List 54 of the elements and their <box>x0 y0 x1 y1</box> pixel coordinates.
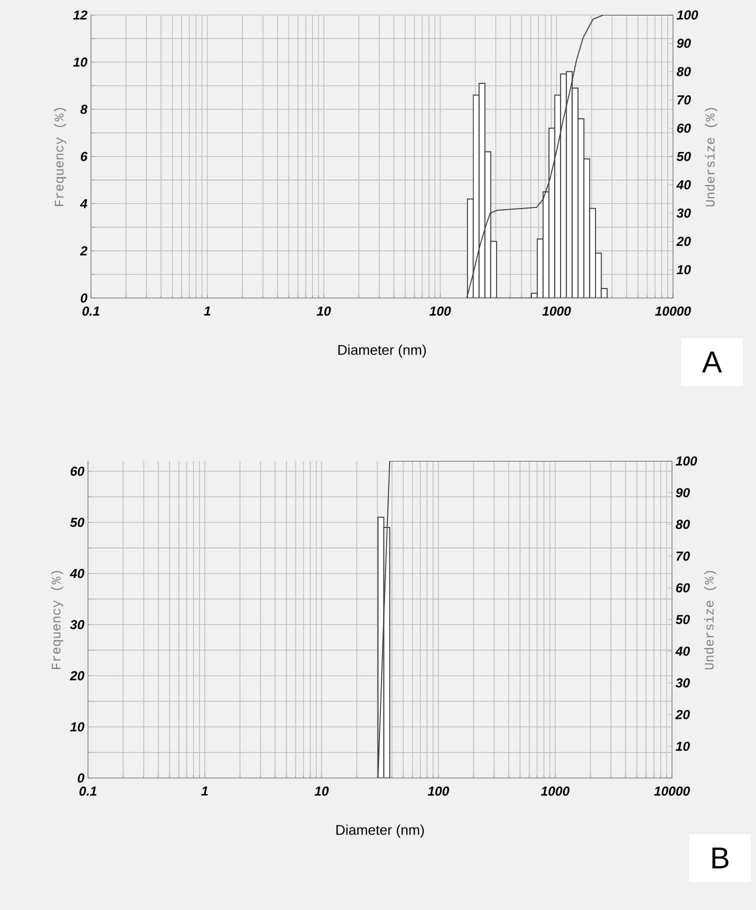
y2-tick-label: 30 <box>676 678 690 688</box>
y2-tick-label: 50 <box>676 152 691 162</box>
x-tick-label: 1 <box>204 306 210 316</box>
text: A <box>702 352 722 372</box>
y-tick-label: 12 <box>73 10 88 20</box>
x-tick-label: 0.1 <box>82 306 100 316</box>
y2-tick-label: 100 <box>676 456 698 466</box>
x-tick-label: 10 <box>314 786 329 796</box>
y-axis-title: Frequency (%) <box>54 108 66 206</box>
y2-axis-title: Undersize (%) <box>705 108 718 206</box>
x-tick-label: 1000 <box>540 786 570 796</box>
y2-tick-label: 60 <box>676 583 690 592</box>
y2-tick-label: 70 <box>676 551 690 561</box>
x-tick-label: 1000 <box>542 306 571 316</box>
y2-tick-label: 10 <box>676 265 691 274</box>
y2-tick-label: 40 <box>676 180 691 190</box>
y-tick-label: 40 <box>70 568 84 578</box>
x-tick-label: 10 <box>316 306 331 316</box>
y2-axis-title: Undersize (%) <box>704 570 716 670</box>
y2-tick-label: 40 <box>675 646 690 656</box>
x-axis-title: Diameter (nm) <box>336 824 424 838</box>
y-tick-label: 2 <box>80 246 88 256</box>
y2-tick-label: 20 <box>676 236 691 246</box>
y-tick-label: 10 <box>73 58 88 67</box>
y-tick-label: 10 <box>70 722 84 732</box>
y2-tick-label: 80 <box>676 520 690 529</box>
y-tick-label: 0 <box>78 773 84 783</box>
y2-tick-label: 80 <box>676 66 691 76</box>
y-tick-label: 30 <box>70 620 84 630</box>
x-tick-label: 1 <box>201 786 208 796</box>
y2-tick-label: 90 <box>676 488 690 498</box>
x-tick-label: 100 <box>428 786 450 796</box>
y2-tick-label: 70 <box>677 95 691 104</box>
y-tick-label: 60 <box>70 466 84 476</box>
x-tick-label: 100 <box>430 306 451 316</box>
y-tick-label: 4 <box>80 199 88 208</box>
y-axis-title: Frequency (%) <box>51 570 64 669</box>
y2-tick-label: 20 <box>675 710 690 720</box>
x-tick-label: 0.1 <box>79 786 96 796</box>
y-tick-label: 50 <box>70 518 84 527</box>
y2-tick-label: 50 <box>676 614 690 624</box>
y-tick-label: 8 <box>80 104 88 114</box>
y-tick-label: 0 <box>80 293 88 303</box>
y2-tick-label: 100 <box>676 10 698 20</box>
x-tick-label: 10000 <box>654 786 690 796</box>
y2-tick-label: 10 <box>676 742 690 751</box>
y2-tick-label: 30 <box>676 208 691 218</box>
y-tick-label: 20 <box>70 671 84 680</box>
x-tick-label: 10000 <box>655 306 691 316</box>
y2-tick-label: 90 <box>676 38 691 48</box>
x-axis-title: Diameter (nm) <box>338 344 426 358</box>
text: B <box>712 848 728 868</box>
y-tick-label: 6 <box>80 152 88 162</box>
y2-tick-label: 60 <box>677 124 691 133</box>
